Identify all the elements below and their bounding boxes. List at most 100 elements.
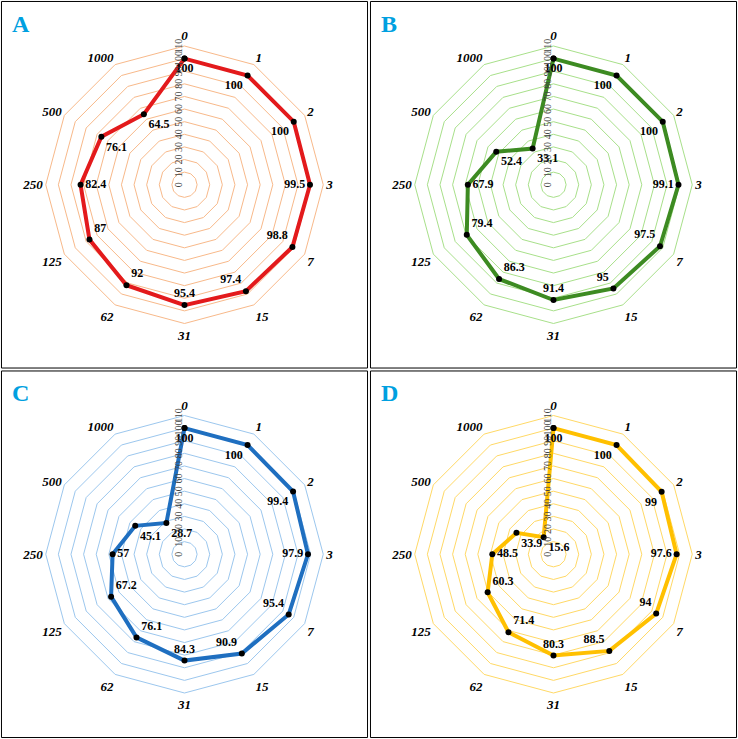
svg-text:79.4: 79.4 [472,216,493,230]
svg-text:100: 100 [594,78,612,92]
svg-text:80: 80 [173,79,184,89]
svg-text:70: 70 [173,461,184,471]
svg-text:0: 0 [542,182,553,187]
svg-text:88.5: 88.5 [584,632,605,646]
svg-text:15: 15 [624,679,638,694]
svg-text:2: 2 [675,104,683,119]
svg-text:15.6: 15.6 [548,540,569,554]
svg-text:97.4: 97.4 [220,272,241,286]
svg-text:31: 31 [177,697,191,712]
svg-text:100: 100 [175,431,193,445]
svg-text:250: 250 [391,547,412,562]
svg-text:110: 110 [542,39,553,54]
svg-text:97.5: 97.5 [634,227,655,241]
svg-text:40: 40 [542,129,553,139]
svg-text:90: 90 [542,436,553,446]
svg-text:100: 100 [225,78,243,92]
svg-text:2: 2 [675,474,683,489]
svg-text:70: 70 [542,91,553,101]
svg-text:1: 1 [624,419,631,434]
svg-text:1: 1 [255,50,262,65]
svg-text:50: 50 [542,486,553,496]
svg-text:80: 80 [542,448,553,458]
svg-text:84.3: 84.3 [174,642,195,656]
svg-text:57: 57 [117,546,129,560]
svg-text:87: 87 [94,221,106,235]
svg-text:99.4: 99.4 [267,494,288,508]
svg-text:90.9: 90.9 [216,635,237,649]
svg-text:20: 20 [173,155,184,165]
svg-text:60: 60 [542,104,553,114]
svg-text:3: 3 [694,547,702,562]
svg-text:110: 110 [173,408,184,423]
svg-text:67.9: 67.9 [473,177,494,191]
svg-text:C: C [12,380,29,406]
svg-text:98.8: 98.8 [267,228,288,242]
svg-text:10: 10 [542,537,553,547]
svg-text:94: 94 [639,595,651,609]
svg-text:71.4: 71.4 [513,613,534,627]
svg-text:0: 0 [181,28,188,43]
svg-text:100: 100 [640,124,658,138]
svg-text:100: 100 [544,431,562,445]
svg-text:62: 62 [101,679,115,694]
svg-text:3: 3 [325,547,333,562]
svg-text:40: 40 [173,499,184,509]
svg-text:50: 50 [173,117,184,127]
svg-text:90: 90 [173,436,184,446]
svg-text:0: 0 [542,552,553,557]
svg-text:100: 100 [225,448,243,462]
svg-text:2: 2 [306,104,314,119]
svg-text:40: 40 [542,499,553,509]
svg-text:95.4: 95.4 [263,596,284,610]
svg-text:125: 125 [411,624,431,639]
svg-text:7: 7 [307,624,314,639]
svg-text:82.4: 82.4 [85,177,106,191]
svg-text:500: 500 [411,104,431,119]
svg-text:500: 500 [411,474,431,489]
svg-text:97.9: 97.9 [282,546,303,560]
svg-text:100: 100 [175,61,193,75]
svg-text:1000: 1000 [457,419,484,434]
svg-text:99.1: 99.1 [653,177,674,191]
svg-text:3: 3 [694,177,702,192]
svg-text:7: 7 [676,624,683,639]
svg-text:D: D [381,380,398,406]
svg-text:86.3: 86.3 [504,260,525,274]
svg-text:80: 80 [173,448,184,458]
svg-text:1: 1 [255,419,262,434]
svg-text:31: 31 [177,328,191,343]
svg-text:100: 100 [542,421,553,436]
svg-text:62: 62 [101,309,115,324]
svg-text:15: 15 [255,679,269,694]
svg-text:0: 0 [173,552,184,557]
svg-text:30: 30 [173,511,184,521]
svg-text:15: 15 [255,309,269,324]
svg-text:A: A [12,11,30,37]
svg-text:30: 30 [542,142,553,152]
svg-text:100: 100 [173,421,184,436]
svg-text:48.5: 48.5 [497,546,518,560]
svg-text:250: 250 [22,177,43,192]
svg-text:80: 80 [542,79,553,89]
svg-text:60.3: 60.3 [492,574,513,588]
svg-text:80.3: 80.3 [543,637,564,651]
svg-text:90: 90 [542,66,553,76]
svg-text:60: 60 [173,474,184,484]
svg-text:50: 50 [542,117,553,127]
svg-text:3: 3 [325,177,333,192]
svg-text:95.4: 95.4 [174,286,195,300]
svg-text:92: 92 [131,266,143,280]
svg-text:40: 40 [173,129,184,139]
svg-text:7: 7 [676,254,683,269]
svg-text:60: 60 [173,104,184,114]
svg-text:125: 125 [42,624,62,639]
svg-text:20: 20 [542,155,553,165]
svg-text:99: 99 [645,495,657,509]
svg-text:110: 110 [173,39,184,54]
svg-text:30: 30 [173,142,184,152]
svg-text:33.1: 33.1 [537,151,558,165]
svg-text:250: 250 [22,547,43,562]
svg-text:20: 20 [542,524,553,534]
svg-text:76.1: 76.1 [106,140,127,154]
